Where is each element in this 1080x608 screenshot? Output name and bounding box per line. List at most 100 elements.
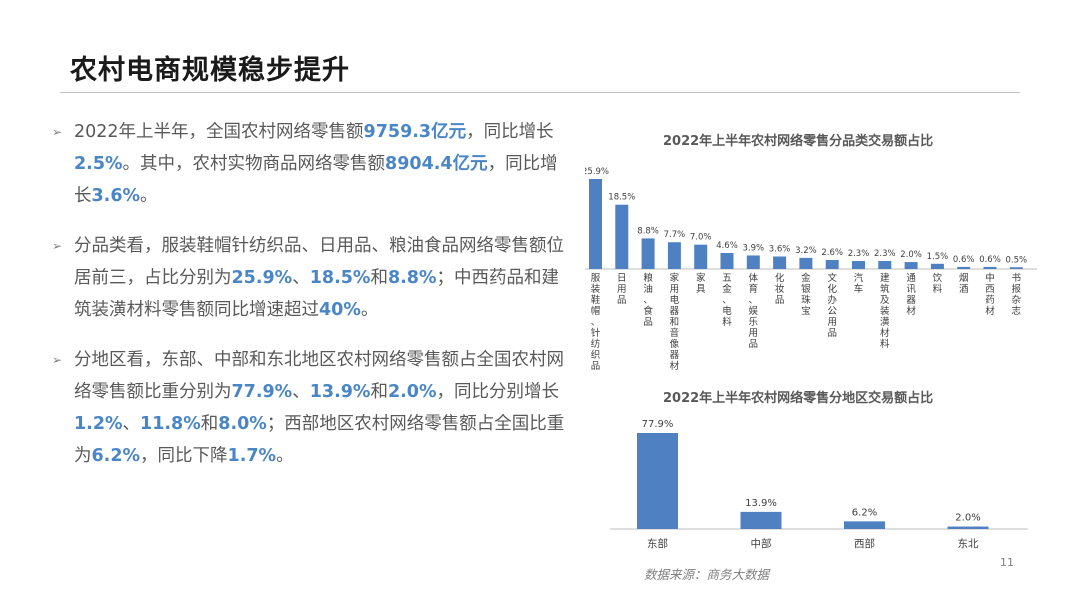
data-label: 3.6% (769, 244, 791, 254)
data-label: 4.6% (716, 241, 738, 251)
highlight-value: 77.9% (231, 382, 293, 402)
bar (589, 179, 602, 269)
bullet-region: ➢ 分地区看，东部、中部和东北地区农村网络零售额占全国农村网络零售额比重分别为7… (52, 344, 572, 472)
highlight-value: 9759.3亿元 (363, 122, 467, 142)
category-label: 日用品 (617, 273, 627, 306)
text-run: 分地区看，东部、中部和东北地区农村网络零售额占全国农村网络零售额比重分别为 (74, 350, 564, 402)
bar (799, 257, 813, 269)
category-label: 五金、电料 (722, 273, 732, 328)
category-label: 文化办公用品 (827, 272, 837, 339)
category-label: 家用电器和音像器材 (670, 272, 680, 372)
highlight-value: 1.2% (74, 414, 123, 434)
data-label: 2.0% (955, 513, 980, 524)
page-number: 11 (1000, 556, 1014, 569)
bullet-list: ➢ 2022年上半年，全国农村网络零售额9759.3亿元，同比增长2.5%。其中… (52, 116, 572, 490)
bullet-overview: ➢ 2022年上半年，全国农村网络零售额9759.3亿元，同比增长2.5%。其中… (52, 116, 572, 212)
bullet-text: 分品类看，服装鞋帽针纺织品、日用品、粮油食品网络零售额位居前三，占比分别为25.… (74, 236, 564, 320)
bar (694, 244, 708, 269)
category-label: 饮料 (933, 272, 943, 295)
category-label: 东北 (958, 537, 979, 550)
bar (746, 255, 760, 269)
data-label: 7.0% (690, 233, 712, 243)
bar (637, 433, 678, 529)
highlight-value: 25.9% (231, 268, 293, 288)
data-label: 7.7% (664, 230, 686, 240)
data-label: 77.9% (642, 419, 674, 430)
category-label: 书报杂志 (1012, 273, 1022, 317)
text-run: 、 (122, 414, 141, 434)
bar (641, 238, 655, 269)
data-label: 2.0% (900, 250, 922, 260)
category-label: 化妆品 (775, 272, 785, 306)
data-label: 25.9% (585, 167, 609, 177)
text-run: 、 (292, 268, 310, 288)
category-label: 体育、娱乐用品 (749, 272, 759, 350)
data-label: 6.2% (852, 507, 877, 518)
bullet-category: ➢ 分品类看，服装鞋帽针纺织品、日用品、粮油食品网络零售额位居前三，占比分别为2… (52, 230, 572, 326)
bar (904, 262, 918, 269)
data-label: 13.9% (745, 498, 777, 509)
text-run: 。 (276, 446, 294, 466)
data-label: 0.6% (953, 255, 975, 265)
arrow-bullet-icon: ➢ (52, 125, 63, 139)
bar (740, 511, 782, 529)
category-label: 中西药材 (985, 272, 995, 317)
highlight-value: 8904.4亿元 (385, 154, 488, 174)
category-label: 家具 (696, 272, 706, 295)
highlight-value: 1.7% (227, 446, 277, 466)
bar (667, 242, 681, 269)
bar (878, 261, 892, 269)
highlight-value: 2.5% (74, 154, 123, 174)
category-chart-title: 2022年上半年农村网络零售分品类交易额占比 (663, 134, 934, 149)
bar (947, 526, 989, 529)
bar (1009, 267, 1023, 269)
data-label: 8.8% (637, 226, 659, 236)
text-run: ，同比增长 (466, 122, 554, 142)
text-run: 、 (292, 382, 310, 402)
highlight-value: 13.9% (309, 382, 371, 402)
data-label: 18.5% (608, 193, 635, 203)
text-run: ，同比分别增长 (436, 382, 559, 402)
highlight-value: 40% (319, 300, 361, 320)
data-label: 3.2% (795, 246, 817, 256)
data-label: 0.5% (1005, 255, 1027, 265)
text-run: 和 (200, 414, 219, 434)
data-label: 1.5% (927, 252, 949, 262)
highlight-value: 8.0% (218, 414, 267, 434)
bullet-text: 2022年上半年，全国农村网络零售额9759.3亿元，同比增长2.5%。其中，农… (74, 122, 558, 206)
bar (773, 256, 787, 269)
text-run: 和 (370, 268, 388, 288)
category-bar-chart: 25.9% 服装鞋帽、针纺织品 18.5% 日用品 8.8% 粮油、食品 7.7% 家用电器和… (585, 167, 1037, 372)
highlight-value: 8.8% (387, 268, 437, 288)
arrow-bullet-icon: ➢ (52, 239, 63, 253)
text-run: 。 (360, 300, 379, 320)
text-run: ；西部地区农村网络零售额占全国比重为 (74, 414, 565, 466)
arrow-bullet-icon: ➢ (52, 353, 63, 367)
category-label: 中部 (751, 537, 772, 550)
category-label: 通讯器材 (906, 273, 916, 317)
text-run: 2022年上半年，全国农村网络零售额 (74, 122, 364, 142)
bar (852, 261, 865, 269)
data-label: 3.9% (742, 243, 764, 253)
category-label: 西部 (854, 537, 875, 550)
text-run: ，同比增长 (74, 154, 558, 206)
data-label: 2.3% (848, 249, 870, 259)
text-run: 和 (370, 382, 388, 402)
highlight-value: 18.5% (309, 268, 371, 288)
title-divider (60, 92, 1020, 93)
page-title: 农村电商规模稳步提升 (70, 55, 350, 86)
bar (825, 259, 839, 269)
bar (615, 204, 629, 269)
highlight-value: 6.2% (91, 446, 141, 466)
bar (983, 266, 997, 269)
category-label: 服装鞋帽、针纺织品 (591, 273, 601, 372)
region-bar-chart: 77.9% 东部 13.9% 中部 6.2% 西部 2.0% 东北 (610, 419, 1028, 550)
bar (930, 263, 944, 269)
data-label: 2.3% (874, 249, 896, 259)
data-label: 2.6% (821, 248, 843, 258)
category-label: 烟酒 (959, 272, 969, 295)
data-source: 数据来源：商务大数据 (644, 567, 770, 582)
text-run: 分品类看，服装鞋帽针纺织品、日用品、粮油食品网络零售额位居前三，占比分别为 (74, 236, 564, 288)
text-run: 。 (140, 186, 158, 206)
category-label: 粮油、食品 (643, 272, 653, 328)
